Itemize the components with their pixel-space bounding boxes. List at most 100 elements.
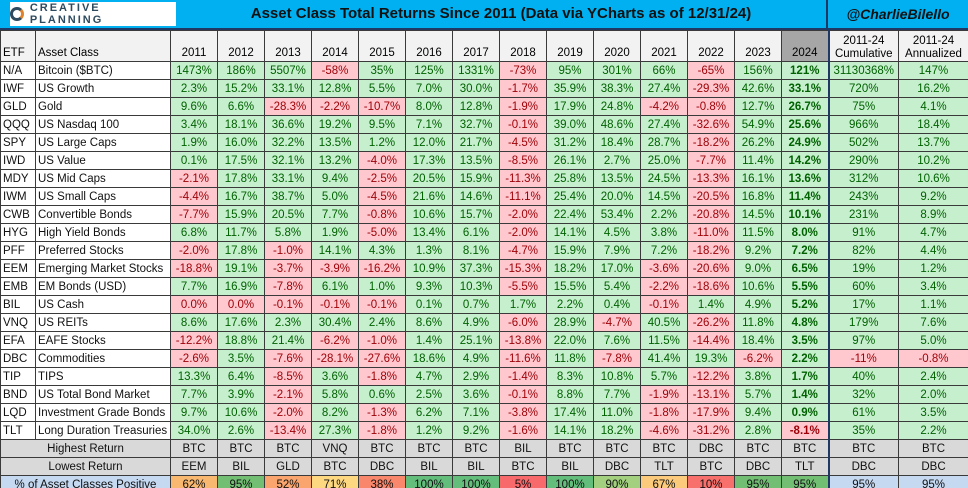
lowest-cell: BIL [546,457,594,476]
return-cell-2017: 3.6% [452,385,500,404]
return-cell-2014: 27.3% [311,421,359,440]
highest-cell: BTC [358,439,406,458]
return-cell-2020: 24.8% [593,97,641,116]
return-cell-2018: -3.8% [499,403,547,422]
lowest-cell: BIL [405,457,453,476]
positive-cell: 100% [452,475,500,488]
etf-ticker: BND [0,385,36,404]
year-header-2015: 2015 [358,30,406,62]
return-cell-2017: 14.6% [452,187,500,206]
return-cell-2019: 11.8% [546,349,594,368]
return-cell-2014: 6.1% [311,277,359,296]
asset-class-name: High Yield Bonds [35,223,171,242]
return-cell-2017: 10.3% [452,277,500,296]
return-cell-2014: 3.6% [311,367,359,386]
return-cell-2017: 8.1% [452,241,500,260]
positive-cell: 38% [358,475,406,488]
positive-label: % of Asset Classes Positive [0,475,171,488]
return-cell-2011: 34.0% [170,421,218,440]
return-cell-2023: 10.6% [734,277,782,296]
return-cell-2024: 24.9% [781,133,829,152]
highest-cell: VNQ [311,439,359,458]
return-cell-2021: -1.9% [640,385,688,404]
table-row: EFA EAFE Stocks -12.2% 18.8% 21.4% -6.2% -1.0%… [0,331,968,350]
return-cell-2024: 0.9% [781,403,829,422]
positive-cell: 90% [593,475,641,488]
highest-cell: DBC [687,439,735,458]
return-cell-2012: 11.7% [217,223,265,242]
return-cell-2015: -2.5% [358,169,406,188]
return-cell-2020: 5.4% [593,277,641,296]
return-cell-2024: 11.4% [781,187,829,206]
table-row: PFF Preferred Stocks -2.0% 17.8% -1.0% 14.1% 4… [0,241,968,260]
cumulative-cell: 35% [827,421,899,440]
return-cell-2021: 14.5% [640,187,688,206]
return-cell-2022: -11.0% [687,223,735,242]
etf-ticker: TLT [0,421,36,440]
lowest-label: Lowest Return [0,457,171,476]
return-cell-2022: 19.3% [687,349,735,368]
return-cell-2015: 1.0% [358,277,406,296]
year-header-2013: 2013 [264,30,312,62]
etf-ticker: VNQ [0,313,36,332]
return-cell-2020: 20.0% [593,187,641,206]
etf-ticker: PFF [0,241,36,260]
return-cell-2023: 16.8% [734,187,782,206]
cumulative-cell: 19% [827,259,899,278]
highest-cell: BTC [405,439,453,458]
return-cell-2017: 13.5% [452,151,500,170]
year-header-2012: 2012 [217,30,265,62]
return-cell-2015: 1.2% [358,133,406,152]
year-header-2014: 2014 [311,30,359,62]
return-cell-2022: -65% [687,61,735,80]
return-cell-2021: 24.5% [640,169,688,188]
highest-cell: BTC [264,439,312,458]
return-cell-2024: 3.5% [781,331,829,350]
return-cell-2020: -4.7% [593,313,641,332]
return-cell-2011: 1.9% [170,133,218,152]
return-cell-2015: -1.0% [358,331,406,350]
return-cell-2016: 13.4% [405,223,453,242]
cumulative-header-label: Cumulative [834,48,893,60]
return-cell-2012: 186% [217,61,265,80]
return-cell-2013: 36.6% [264,115,312,134]
etf-ticker: MDY [0,169,36,188]
return-cell-2021: -1.8% [640,403,688,422]
return-cell-2019: 15.9% [546,241,594,260]
table-row: SPY US Large Caps 1.9% 16.0% 32.2% 13.5% 1.2% 1… [0,133,968,152]
return-cell-2021: 11.5% [640,331,688,350]
return-cell-2017: 21.7% [452,133,500,152]
return-cell-2022: -31.2% [687,421,735,440]
return-cell-2014: 14.1% [311,241,359,260]
return-cell-2023: -6.2% [734,349,782,368]
lowest-cell: TLT [640,457,688,476]
etf-ticker: EFA [0,331,36,350]
return-cell-2018: -15.3% [499,259,547,278]
return-cell-2022: -12.2% [687,367,735,386]
return-cell-2011: 7.7% [170,277,218,296]
year-header-2021: 2021 [640,30,688,62]
annualized-cell: 7.6% [898,313,968,332]
return-cell-2012: 16.7% [217,187,265,206]
return-cell-2022: -0.8% [687,97,735,116]
return-cell-2021: -0.1% [640,295,688,314]
etf-ticker: LQD [0,403,36,422]
return-cell-2015: -1.8% [358,367,406,386]
etf-ticker: IWF [0,79,36,98]
cumulative-cell: 82% [827,241,899,260]
return-cell-2017: 4.9% [452,349,500,368]
return-cell-2016: 21.6% [405,187,453,206]
return-cell-2017: 9.2% [452,421,500,440]
positive-row: % of Asset Classes Positive 62% 95% 52% 71% 3… [0,475,968,488]
asset-class-name: Investment Grade Bonds [35,403,171,422]
return-cell-2014: -28.1% [311,349,359,368]
annualized-header-range: 2011-24 [912,35,955,47]
return-cell-2024: 121% [781,61,829,80]
etf-ticker: EMB [0,277,36,296]
return-cell-2015: 2.4% [358,313,406,332]
return-cell-2014: -0.1% [311,295,359,314]
return-cell-2016: 8.0% [405,97,453,116]
annualized-cell: 8.9% [898,205,968,224]
positive-cell: 52% [264,475,312,488]
